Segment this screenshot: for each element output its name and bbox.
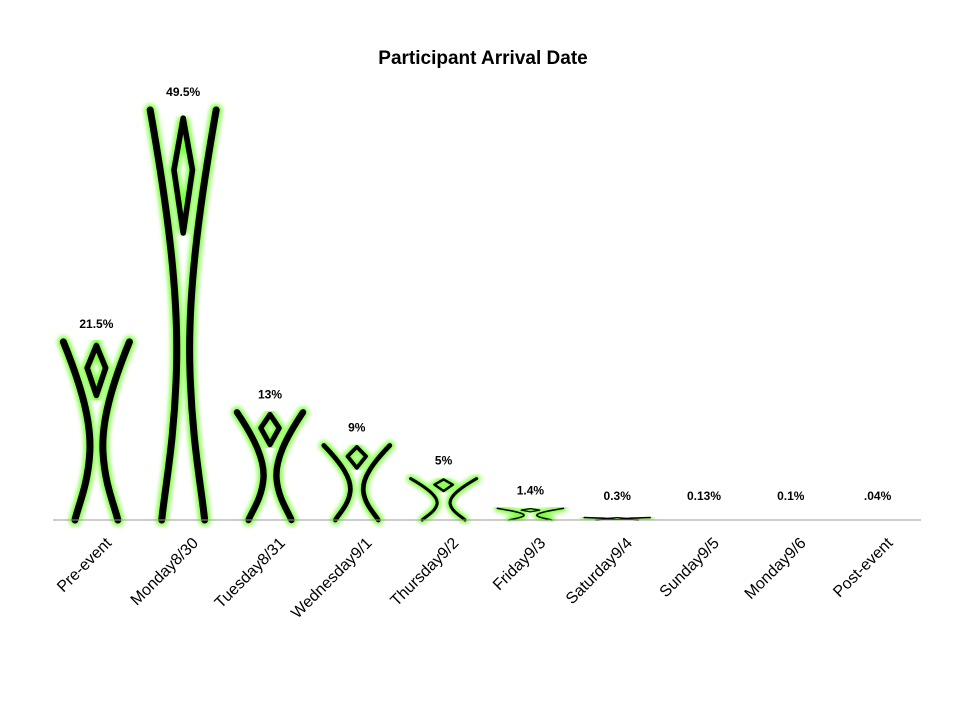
value-labels-group: 21.5% 49.5% 13% 9% 5% 1.4% 0.3% 0.13% 0.1% .04% [79, 85, 891, 503]
bar-head [84, 342, 109, 399]
chart-title: Participant Arrival Date [378, 48, 587, 69]
bar-stroke [273, 409, 307, 524]
tick-labels-group: Pre-event Monday8/30 Tuesday8/31 Wednesday9… [54, 534, 897, 622]
bar [144, 104, 223, 526]
tick-label: Thursday9/2 [388, 535, 463, 610]
tick-label: Tuesday8/31 [212, 535, 289, 612]
bar-head [171, 115, 196, 236]
tick-label: Post-event [830, 534, 896, 600]
bar [494, 505, 567, 524]
bar-head [520, 508, 541, 513]
bar-stroke [448, 477, 479, 522]
bar-head [433, 478, 455, 493]
bar-stroke [409, 477, 439, 522]
tick-label: Monday9/6 [742, 535, 810, 603]
bar-head [258, 411, 282, 448]
value-label: 1.4% [517, 483, 545, 497]
bar [318, 440, 395, 525]
tick-label: Saturday9/4 [563, 535, 636, 608]
bar-stroke [536, 507, 565, 521]
value-label: 13% [258, 387, 282, 401]
value-label: 0.1% [777, 489, 805, 503]
tick-label: Monday8/30 [128, 535, 202, 609]
bar-stroke [321, 443, 353, 523]
bar-stroke [360, 443, 393, 523]
bar-stroke [99, 338, 133, 524]
bar-head [345, 445, 368, 470]
tick-label: Sunday9/5 [657, 535, 723, 601]
value-label: 0.3% [604, 489, 632, 503]
bar-stroke [186, 106, 220, 524]
tick-label: Wednesday9/1 [288, 535, 375, 622]
value-label: 9% [348, 420, 366, 434]
bar-stroke [496, 507, 525, 521]
value-label: 49.5% [166, 85, 200, 99]
bar-stroke [146, 106, 181, 524]
bar [57, 331, 136, 526]
value-label: .04% [864, 489, 892, 503]
value-label: 5% [435, 454, 453, 468]
bar [406, 474, 481, 525]
value-label: 21.5% [79, 317, 113, 331]
bar-stroke [59, 338, 94, 524]
tick-label: Friday9/3 [490, 535, 549, 594]
tick-label: Pre-event [54, 534, 115, 595]
bar [231, 405, 309, 526]
value-label: 0.13% [687, 489, 721, 503]
bars-group [57, 104, 654, 526]
bar-stroke [233, 409, 267, 524]
